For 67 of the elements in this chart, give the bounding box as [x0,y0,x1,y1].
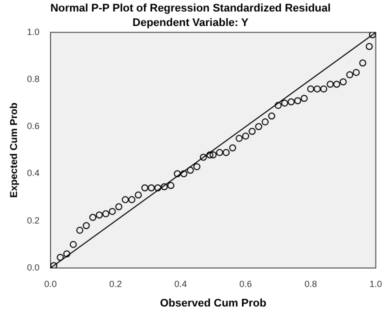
point [255,123,262,130]
point [320,85,328,92]
point [229,144,236,152]
point [122,196,129,204]
point [288,98,295,106]
y-axis-title: Expected Cum Prob [8,102,20,198]
point [180,170,188,178]
point [242,132,250,140]
y-tick-label: 0.6 [26,121,40,132]
point [216,149,224,156]
x-tick-label: 0.2 [109,278,122,289]
point [108,208,116,215]
point [346,71,354,78]
point [102,210,110,218]
point [352,68,360,76]
point [268,112,276,120]
point [174,170,181,178]
point [359,60,366,67]
chart-subtitle: Dependent Variable: Y [132,16,250,29]
x-tick-label: 0.0 [44,278,57,289]
point [210,151,217,158]
point [160,183,168,190]
point [236,134,243,142]
point [300,94,308,102]
point [314,85,321,92]
point [134,191,142,198]
point [200,154,207,161]
point [70,240,77,248]
point [281,100,288,107]
point [274,102,282,109]
x-tick-label: 0.8 [304,278,317,289]
point [154,184,162,192]
point [206,151,214,158]
point [333,80,340,88]
y-tick-label: 0.2 [26,215,40,226]
y-tick-label: 1.0 [26,26,40,37]
point [50,262,58,268]
point [222,149,230,156]
point [340,78,347,86]
point [82,222,90,230]
point [368,32,376,38]
point [186,166,194,174]
x-axis-title: Observed Cum Prob [160,297,267,310]
point [148,184,155,192]
point [56,254,64,261]
point [326,80,334,88]
y-tick-label: 0.8 [26,74,40,84]
point [141,184,148,192]
point [262,118,269,126]
point [248,128,256,135]
point [115,203,122,210]
point [307,85,314,92]
point [366,43,373,50]
y-tick-label: 0.4 [26,168,40,178]
point [128,196,136,204]
point [89,214,96,221]
x-tick-label: 1.0 [369,278,382,289]
point [167,182,174,190]
point [96,211,103,218]
point [294,97,302,104]
x-tick-label: 0.4 [174,278,187,289]
y-tick-label: 0.0 [26,262,40,272]
x-tick-label: 0.6 [239,278,252,289]
point [193,163,200,170]
chart-title: Normal P-P Plot of Regression Standardized Residual [50,2,331,15]
point [63,250,70,258]
point [76,226,84,234]
